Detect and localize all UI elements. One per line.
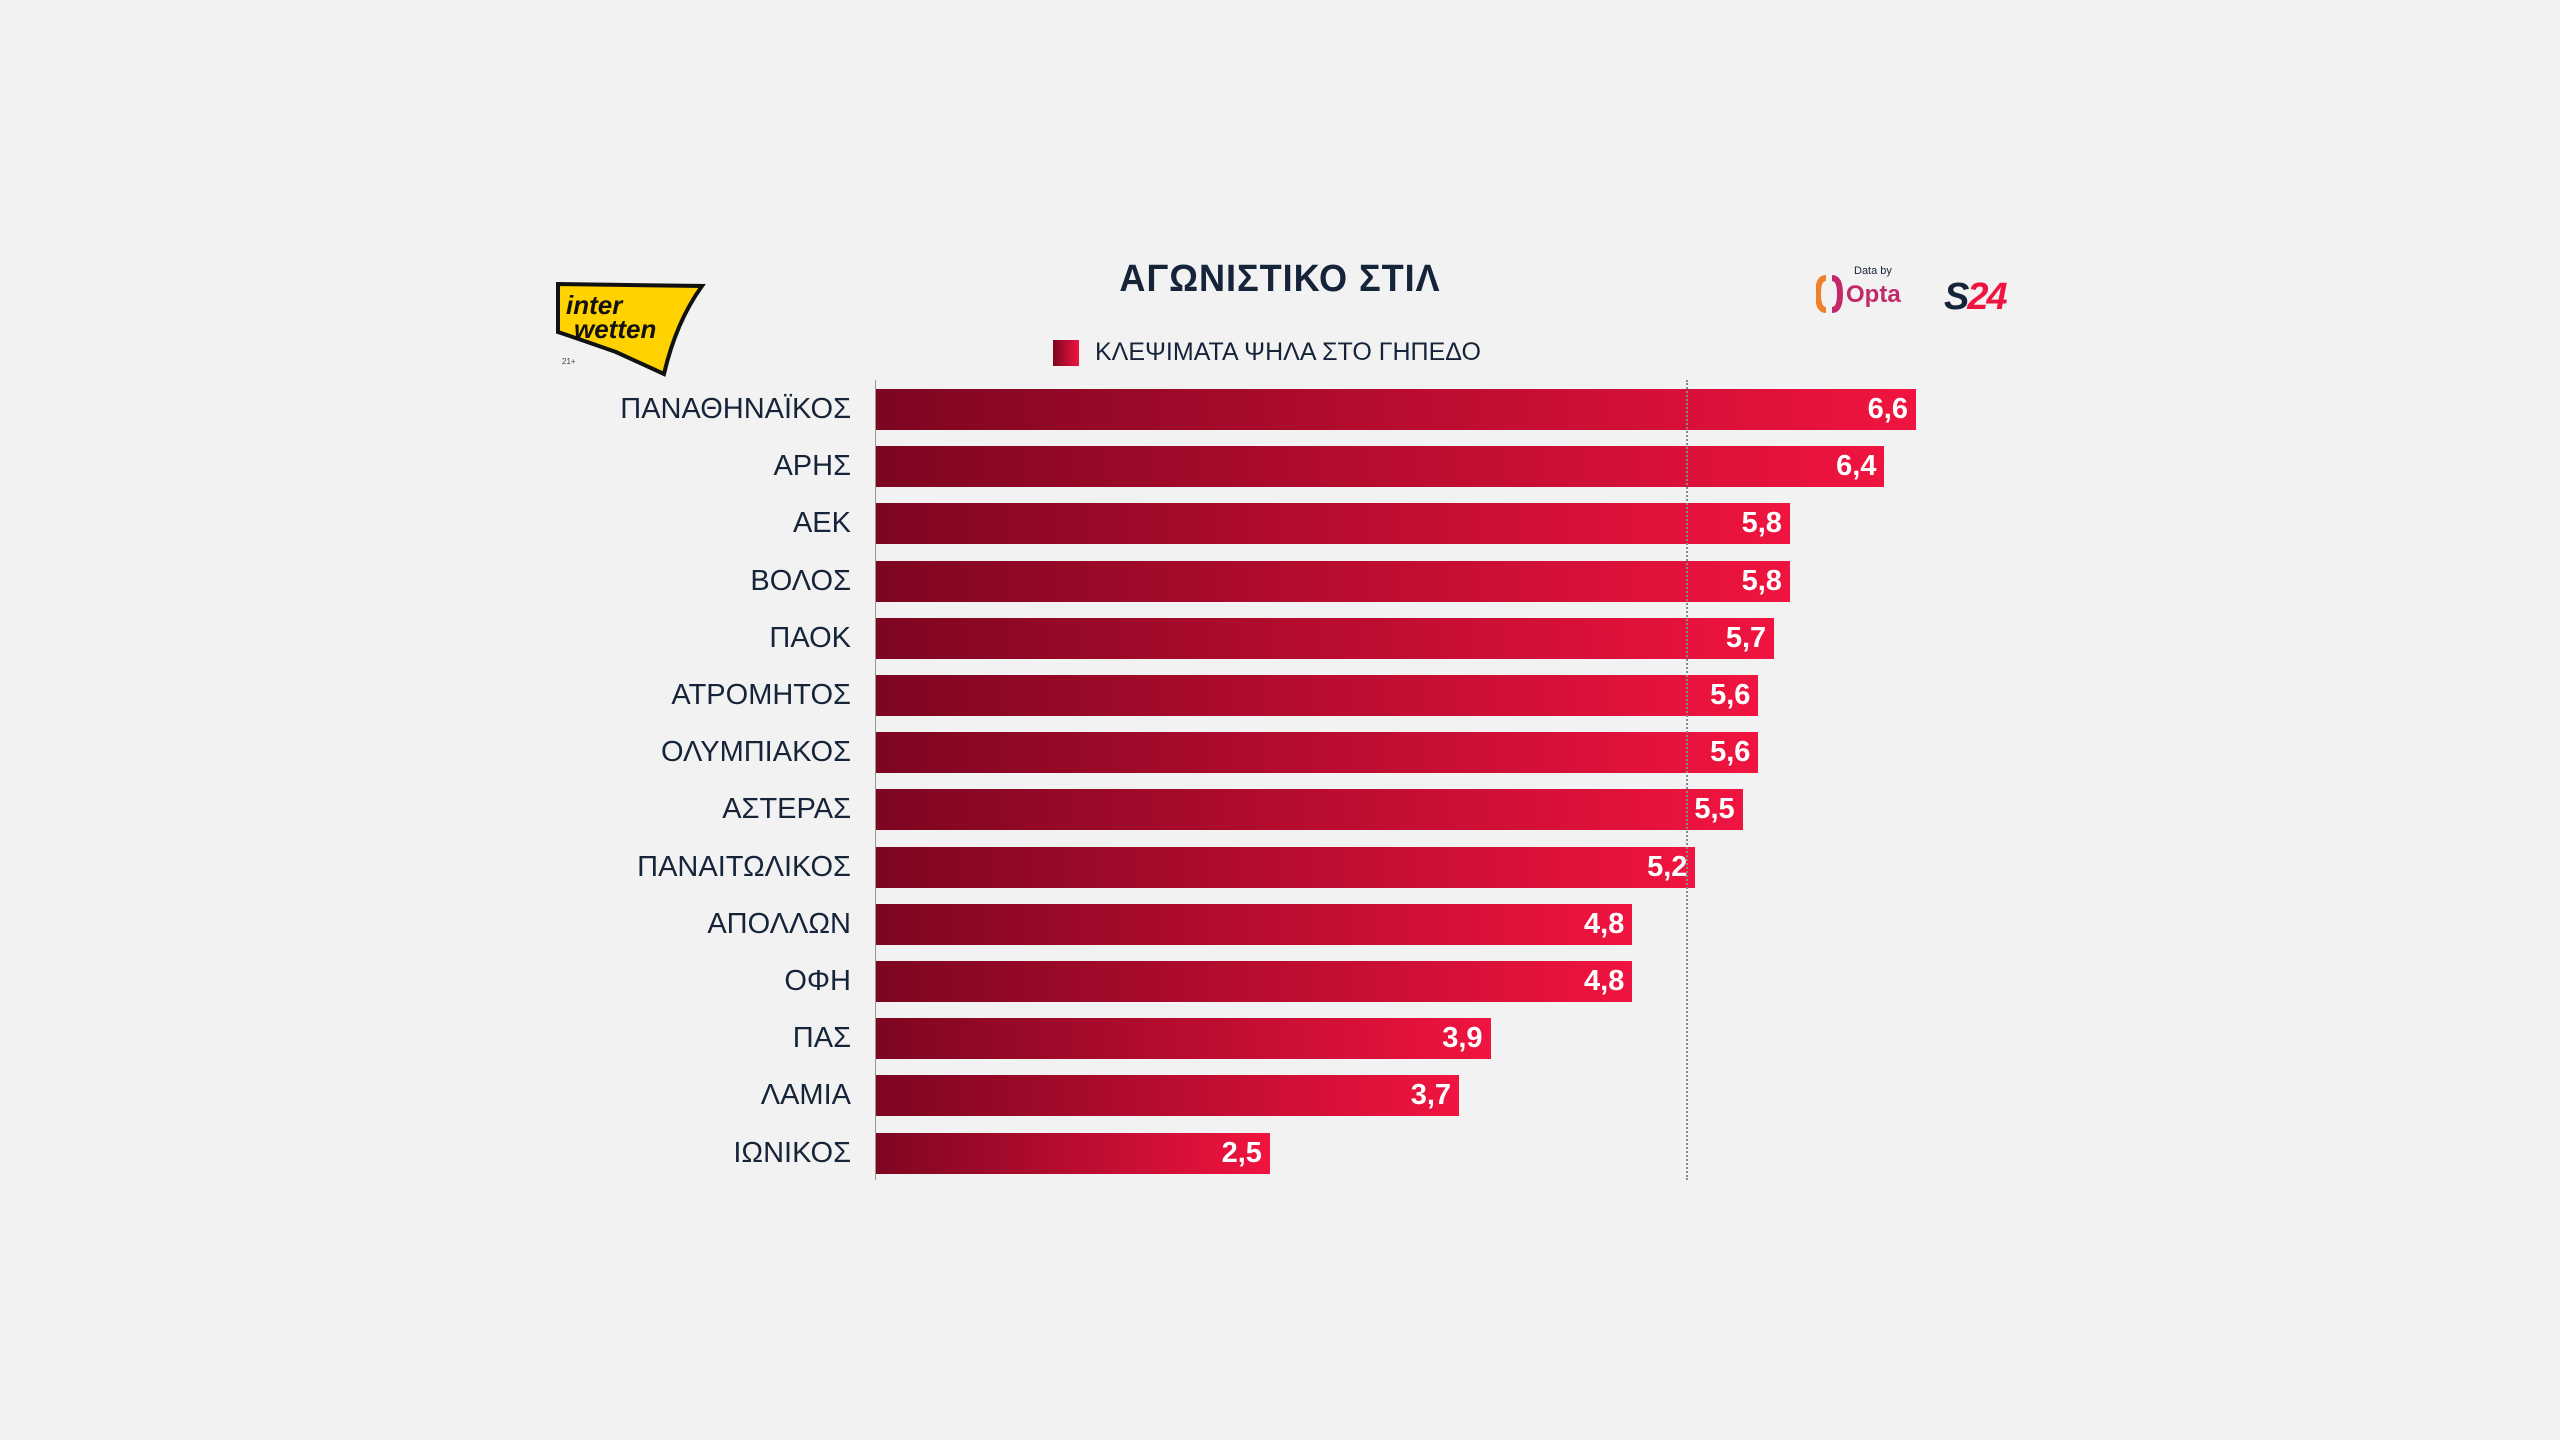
bar: 5,6 bbox=[876, 732, 1759, 774]
category-label: ΟΦΗ bbox=[784, 965, 851, 997]
bar: 5,2 bbox=[876, 846, 1696, 888]
legend-swatch bbox=[1053, 339, 1079, 366]
interwetten-logo: inter wetten 21+ bbox=[556, 281, 706, 383]
chart-title: ΑΓΩΝΙΣΤΙΚΟ ΣΤΙΛ bbox=[1119, 258, 1441, 300]
value-label: 5,5 bbox=[1694, 793, 1735, 826]
bar: 3,9 bbox=[876, 1018, 1491, 1060]
category-label: ΑΡΗΣ bbox=[773, 450, 851, 483]
svg-text:inter: inter bbox=[566, 290, 624, 320]
category-label: ΒΟΛΟΣ bbox=[750, 564, 851, 597]
bar: 4,8 bbox=[876, 961, 1633, 1002]
value-label: 6,4 bbox=[1836, 450, 1877, 483]
value-label: 5,8 bbox=[1741, 507, 1782, 540]
average-reference-line bbox=[1685, 380, 1688, 1180]
category-label: ΑΕΚ bbox=[792, 507, 851, 540]
s24-logo: S24 bbox=[1944, 276, 2008, 318]
bar: 2,5 bbox=[876, 1132, 1270, 1174]
value-label: 5,6 bbox=[1710, 736, 1751, 769]
y-axis-line bbox=[875, 380, 876, 1180]
value-label: 4,8 bbox=[1584, 965, 1625, 997]
bar: 6,4 bbox=[876, 446, 1885, 488]
bar: 5,8 bbox=[876, 560, 1790, 602]
svg-text:Opta: Opta bbox=[1846, 281, 1901, 308]
value-label: 4,8 bbox=[1584, 907, 1625, 940]
value-label: 5,7 bbox=[1725, 621, 1767, 654]
category-label: ΠΑΝΑΘΗΝΑΪΚΟΣ bbox=[620, 393, 851, 425]
value-label: 3,7 bbox=[1410, 1079, 1452, 1112]
svg-text:wetten: wetten bbox=[574, 314, 656, 344]
bar: 5,8 bbox=[876, 503, 1790, 545]
svg-text:Data by: Data by bbox=[1854, 265, 1892, 277]
value-label: 3,9 bbox=[1442, 1022, 1483, 1055]
category-label: ΛΑΜΙΑ bbox=[760, 1079, 851, 1112]
bar: 4,8 bbox=[876, 903, 1633, 945]
category-label: ΑΣΤΕΡΑΣ bbox=[722, 793, 851, 826]
bar: 6,6 bbox=[876, 389, 1916, 430]
bar: 5,6 bbox=[876, 675, 1759, 716]
opta-logo: Data by Opta bbox=[1814, 262, 1936, 319]
value-label: 5,6 bbox=[1710, 679, 1751, 711]
legend-label: ΚΛΕΨΙΜΑΤΑ ΨΗΛΑ ΣΤΟ ΓΗΠΕΔΟ bbox=[1095, 338, 1481, 366]
bar: 5,5 bbox=[876, 789, 1743, 831]
value-label: 5,2 bbox=[1647, 850, 1688, 883]
category-label: ΑΠΟΛΛΩΝ bbox=[707, 907, 851, 940]
category-label: ΑΤΡΟΜΗΤΟΣ bbox=[671, 679, 851, 711]
bar: 3,7 bbox=[876, 1075, 1460, 1117]
category-label: ΟΛΥΜΠΙΑΚΟΣ bbox=[660, 736, 851, 769]
category-label: ΠΑΣ bbox=[792, 1022, 851, 1055]
value-label: 5,8 bbox=[1741, 564, 1782, 597]
bar: 5,7 bbox=[876, 617, 1775, 659]
category-label: ΙΩΝΙΚΟΣ bbox=[733, 1136, 851, 1169]
value-label: 6,6 bbox=[1867, 393, 1908, 425]
svg-text:21+: 21+ bbox=[562, 357, 576, 366]
value-label: 2,5 bbox=[1221, 1136, 1262, 1169]
legend: ΚΛΕΨΙΜΑΤΑ ΨΗΛΑ ΣΤΟ ΓΗΠΕΔΟ bbox=[1053, 338, 1481, 367]
category-label: ΠΑΟΚ bbox=[769, 621, 851, 654]
category-label: ΠΑΝΑΙΤΩΛΙΚΟΣ bbox=[637, 850, 851, 883]
